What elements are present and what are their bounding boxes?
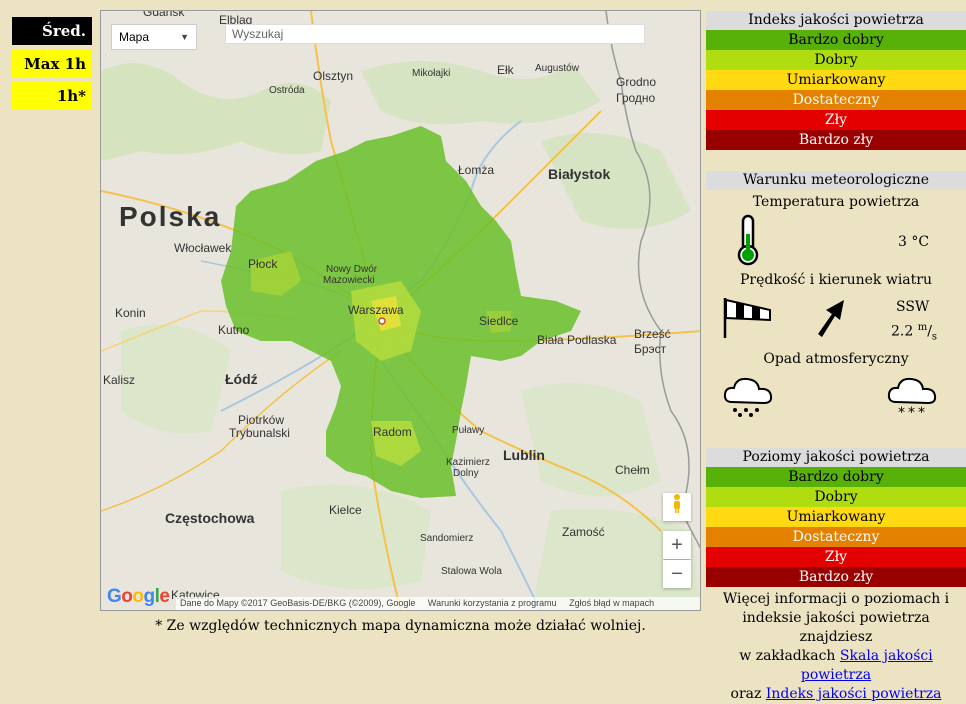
wind-unit-den: s [931,331,938,343]
city-mazowiecki: Mazowiecki [323,275,375,286]
map-type-select[interactable]: Mapa ▼ [111,24,197,50]
city-olsztyn: Olsztyn [313,69,354,83]
city-lodz: Łódź [225,371,258,387]
map-attribution: Dane do Mapy ©2017 GeoBasis-DE/BKG (©200… [176,597,700,610]
avg-24h-button[interactable]: Śred. 24h [12,17,92,68]
city-dolny: Dolny [453,468,479,479]
attribution-text: Dane do Mapy ©2017 GeoBasis-DE/BKG (©200… [180,598,416,608]
wind-speed: 2.2 m/s [891,322,938,343]
city-piotrkow: Piotrków [238,413,285,427]
google-logo: Google [107,586,170,607]
city-zamosc: Zamość [562,525,605,539]
city-brest: Брэст [634,342,667,356]
rain-cloud-icon [723,377,773,417]
city-lublin: Lublin [503,447,545,463]
info-line4: oraz [730,686,762,702]
level-row: Zły [706,547,966,567]
wind-direction: SSW [896,299,930,315]
city-pulawy: Puławy [452,425,485,436]
city-wloclawek: Włocławek [174,241,232,255]
map-type-label: Mapa [119,30,150,44]
level-row: Bardzo zły [706,130,966,150]
city-elblag: Elbląg [219,13,253,27]
hourly-button[interactable]: 1h* [12,82,92,110]
levels-panel: Poziomy jakości powietrza Bardzo dobry Do… [706,448,966,587]
city-sandomierz: Sandomierz [420,533,474,544]
wind-arrow-icon [818,300,844,337]
city-bialystok: Białystok [548,166,611,182]
zoom-in-button[interactable]: + [663,531,691,559]
svg-text:*: * [918,405,925,418]
temperature-value: 3 °C [898,234,930,250]
city-ostroda: Ostróda [269,85,305,96]
zoom-out-button[interactable]: − [663,560,691,588]
level-row: Bardzo dobry [706,467,966,487]
info-line1: Więcej informacji o poziomach i [722,591,950,607]
terms-link[interactable]: Warunki korzystania z programu [427,598,557,608]
city-gdansk: Gdańsk [143,10,185,19]
precip-label: Opad atmosferyczny [763,351,909,367]
levels-panel-title: Poziomy jakości powietrza [706,448,966,467]
map-note: * Ze względów technicznych mapa dynamicz… [155,618,646,634]
city-biala: Biała [537,333,564,347]
level-row: Umiarkowany [706,507,966,527]
wind-label: Prędkość i kierunek wiatru [739,272,932,288]
pegman-icon [674,494,680,513]
air-quality-map[interactable]: Gdańsk Elbląg Olsztyn Ostróda Mikołajki … [100,10,701,611]
chevron-down-icon: ▼ [180,32,189,42]
level-row: Dobry [706,50,966,70]
city-kutno: Kutno [218,323,250,337]
city-lomza: Łomża [458,163,495,177]
city-warszawa: Warszawa [348,303,404,317]
wind-speed-value: 2.2 [891,323,914,340]
city-nowy-dwor: Nowy Dwór [326,264,378,275]
info-line2: indeksie jakości powietrza znajdziesz [742,610,930,645]
street-view-pegman[interactable] [663,493,691,521]
city-stalowa-wola: Stalowa Wola [441,566,502,577]
city-elk: Ełk [497,63,514,77]
city-grodno-ru: Гродно [616,91,656,105]
city-radom: Radom [373,425,412,439]
city-augustow: Augustów [535,63,579,74]
wind-unit-num: m [917,322,928,333]
level-row: Dobry [706,487,966,507]
level-row: Dostateczny [706,527,966,547]
city-trybunalski: Trybunalski [229,426,290,440]
country-label: Polska [119,201,222,232]
city-konin: Konin [115,306,146,320]
city-grodno: Grodno [616,75,657,89]
city-chelm: Chełm [615,463,650,477]
level-row: Dostateczny [706,90,966,110]
city-kielce: Kielce [329,503,362,517]
level-row: Umiarkowany [706,70,966,90]
city-plock: Płock [248,257,278,271]
thermometer-icon [737,214,759,266]
city-kalisz: Kalisz [103,373,136,387]
city-czestochowa: Częstochowa [165,510,255,526]
city-podlaska: Podlaska [567,333,617,347]
info-text: Więcej informacji o poziomach i indeksie… [706,590,966,704]
city-brzesc: Brześć [634,327,671,341]
city-kazimierz: Kazimierz [446,457,490,468]
max-1h-button[interactable]: Max 1h [12,50,92,78]
index-panel: Indeks jakości powietrza Bardzo dobry Dob… [706,11,966,150]
meteo-title: Warunku meteorologiczne [706,171,966,190]
level-row: Zły [706,110,966,130]
city-siedlce: Siedlce [479,314,519,328]
level-row: Bardzo dobry [706,30,966,50]
map-base [101,11,700,610]
info-line3: w zakładkach [739,648,836,664]
temperature-label: Temperatura powietrza [752,194,920,210]
svg-text:*: * [908,405,915,418]
city-mikolajki: Mikołajki [412,68,451,79]
report-link[interactable]: Zgłoś błąd w mapach [569,598,655,608]
index-link[interactable]: Indeks jakości powietrza [765,686,942,702]
level-row: Bardzo zły [706,567,966,587]
snow-cloud-icon: * * * [887,377,937,418]
index-panel-title: Indeks jakości powietrza [706,11,966,30]
svg-text:*: * [898,405,905,418]
windsock-icon [723,298,771,338]
meteo-panel: Warunku meteorologiczne [706,171,966,190]
map-search-input[interactable]: Wyszukaj [225,24,645,44]
